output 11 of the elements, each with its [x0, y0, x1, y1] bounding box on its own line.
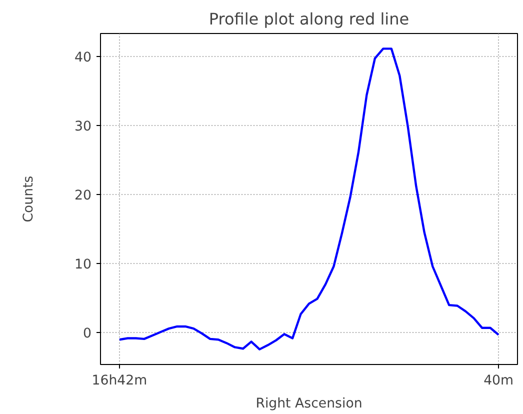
- y-tick-label: 0: [83, 326, 92, 342]
- chart-title: Profile plot along red line: [208, 10, 410, 28]
- line-series: [118, 48, 500, 350]
- y-axis-title: Counts: [22, 176, 37, 222]
- y-tick-label: 40: [74, 50, 92, 66]
- x-axis-title: Right Ascension: [256, 396, 362, 412]
- y-tick-label: 10: [74, 258, 92, 273]
- x-tick-label: 16h42m: [92, 374, 148, 388]
- y-tick-label: 20: [74, 188, 92, 204]
- y-tick-label: 30: [74, 119, 92, 134]
- x-tick-label: 40m: [484, 374, 514, 388]
